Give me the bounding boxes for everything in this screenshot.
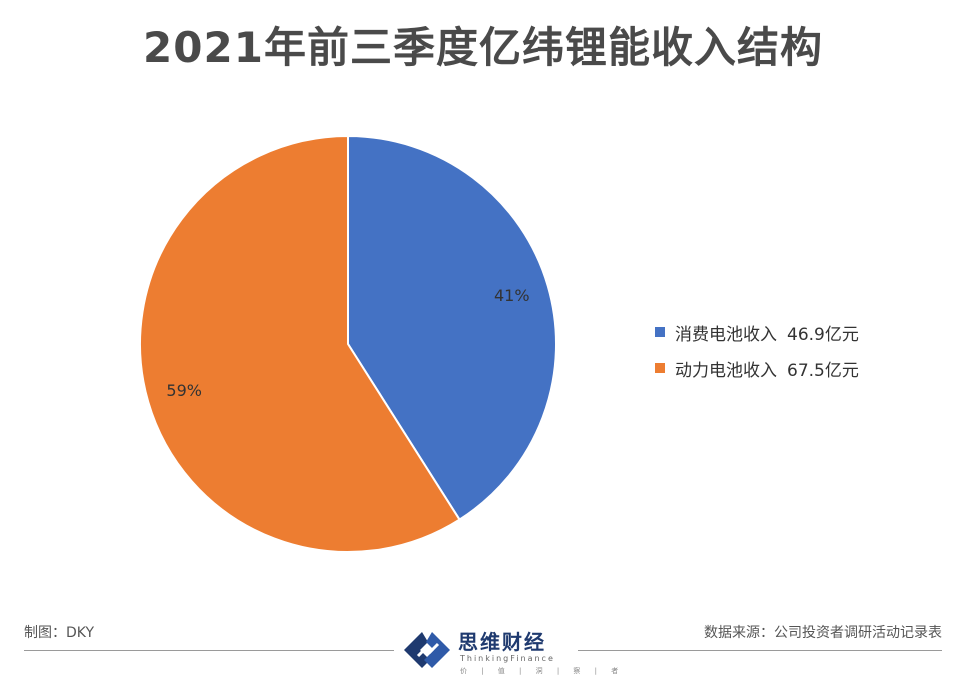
brand-logo: 思维财经 ThinkingFinance 价 | 值 | 洞 | 察 | 者	[400, 624, 618, 684]
chart-legend: 消费电池收入 46.9亿元 动力电池收入 67.5亿元	[655, 314, 859, 386]
legend-item-consumer: 消费电池收入 46.9亿元	[655, 314, 859, 350]
pie-slice-power	[139, 134, 461, 553]
legend-label-power: 动力电池收入	[675, 360, 777, 381]
legend-item-power: 动力电池收入 67.5亿元	[655, 350, 859, 386]
legend-label-consumer: 消费电池收入	[675, 324, 777, 345]
footer-source: 数据来源：公司投资者调研活动记录表	[704, 625, 942, 641]
pie-label-consumer: 41%	[494, 286, 530, 305]
footer-divider-left	[24, 650, 394, 651]
legend-swatch-consumer	[655, 327, 665, 337]
footer-divider-right	[578, 650, 942, 651]
legend-swatch-power	[655, 363, 665, 373]
thinking-finance-logo-icon	[404, 632, 450, 668]
legend-value-consumer: 46.9亿元	[787, 324, 859, 345]
legend-value-power: 67.5亿元	[787, 360, 859, 381]
pie-slice-consumer	[347, 134, 557, 521]
chart-title: 2021年前三季度亿纬锂能收入结构	[143, 23, 823, 72]
footer: 制图：DKY 数据来源：公司投资者调研活动记录表 思维财经 ThinkingFi…	[0, 612, 966, 693]
logo-name-cn: 思维财经	[458, 630, 546, 654]
footer-maker: 制图：DKY	[24, 625, 95, 641]
pie-label-power: 59%	[166, 381, 202, 400]
logo-name-en: ThinkingFinance	[460, 654, 555, 663]
logo-tagline: 价 | 值 | 洞 | 察 | 者	[460, 667, 625, 675]
